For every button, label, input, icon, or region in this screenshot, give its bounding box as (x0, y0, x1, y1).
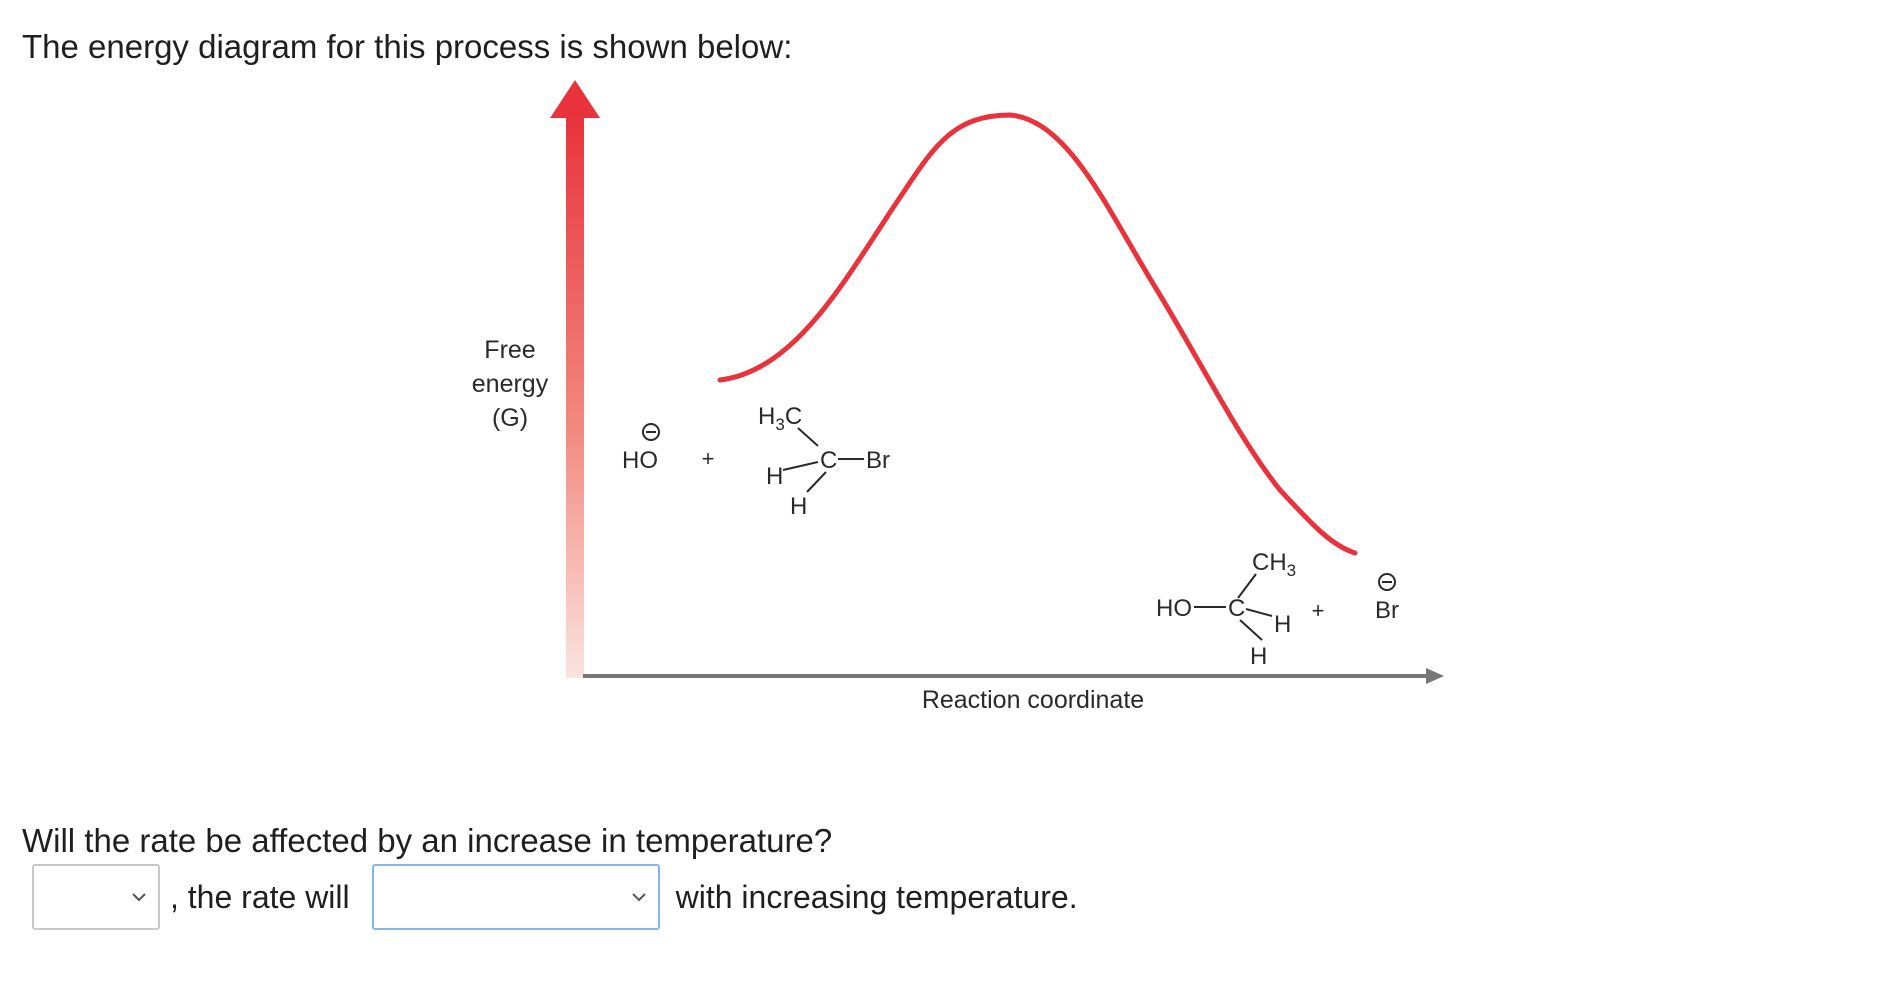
y-axis-arrowhead (550, 80, 600, 118)
x-axis-label: Reaction coordinate (922, 686, 1144, 714)
rate-affected-dropdown[interactable] (32, 864, 160, 930)
methyl-label: H3C (758, 403, 802, 434)
y-axis-arrow-shaft (566, 112, 584, 678)
y-axis-label-line1: Free (484, 336, 535, 364)
product-h-bottom-label: H (1250, 643, 1267, 670)
bromide-charge-icon (1378, 573, 1396, 591)
products-structure: CH3 HO C H H + Br (1156, 549, 1399, 670)
y-axis-label-line3: (G) (492, 404, 528, 432)
chevron-down-icon (631, 893, 646, 902)
hydroxide-label: HO (622, 447, 658, 474)
answer-row: , the rate will with increasing temperat… (32, 864, 1078, 930)
hydroxyl-label: HO (1156, 595, 1192, 622)
bromine-label: Br (866, 447, 890, 474)
h-bottom-label: H (790, 493, 807, 520)
energy-diagram: Free energy (G) HO + H3C C Br H H Reacti… (472, 80, 1444, 714)
chevron-down-icon (132, 893, 146, 902)
product-methyl-label: CH3 (1252, 549, 1296, 580)
end-text: with increasing temperature. (675, 878, 1078, 915)
product-carbon-label: C (1228, 595, 1245, 622)
y-axis-label-line2: energy (472, 370, 549, 398)
product-plus: + (1312, 598, 1325, 623)
reactants-structure: HO + H3C C Br H H (622, 403, 890, 520)
h-left-label: H (766, 463, 783, 490)
bromide-label: Br (1375, 597, 1399, 624)
x-axis-arrowhead (1426, 668, 1444, 684)
negative-charge-icon (642, 423, 660, 441)
energy-curve (717, 112, 1358, 556)
carbon-label: C (820, 447, 837, 474)
middle-text: , the rate will (170, 878, 350, 915)
rate-change-dropdown[interactable] (371, 864, 660, 930)
question-text: Will the rate be affected by an increase… (22, 822, 833, 859)
reactant-plus: + (702, 446, 715, 471)
product-h-right-label: H (1274, 611, 1291, 638)
intro-text: The energy diagram for this process is s… (22, 28, 793, 65)
